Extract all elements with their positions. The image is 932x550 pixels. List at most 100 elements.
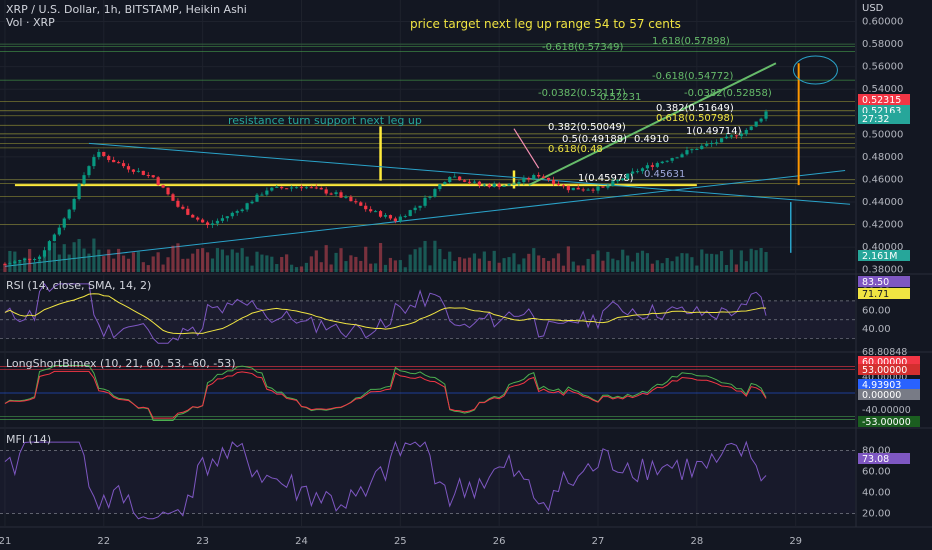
price-tick-label: 0.50000	[862, 129, 903, 140]
fib-label: 0.618(0.50798)	[656, 113, 734, 124]
candle-body	[596, 186, 600, 191]
candle-body	[621, 178, 625, 180]
candle-body	[299, 187, 304, 189]
price-label-bg	[858, 94, 910, 105]
volume-bar	[112, 258, 116, 272]
volume-bar	[240, 248, 244, 272]
candle-body	[191, 214, 195, 218]
fib-label: 0.5(0.49188)	[562, 134, 627, 145]
volume-bar	[680, 253, 684, 272]
lsb-label: 4.93903	[862, 380, 901, 391]
candle-body	[453, 176, 457, 178]
time-tick-label: 22	[97, 536, 110, 547]
target-annotation: price target next leg up range 54 to 57 …	[410, 17, 681, 31]
volume-bar	[205, 252, 210, 272]
candle-body	[37, 256, 42, 260]
volume-bar	[453, 261, 457, 272]
candle-body	[240, 209, 244, 212]
volume-bar	[423, 240, 427, 272]
volume-bar	[369, 263, 373, 272]
fib-label: 0.4910	[634, 134, 669, 145]
candle-body	[507, 184, 511, 186]
lsb-label-bg	[858, 356, 920, 367]
volume-bar	[581, 265, 585, 272]
candle-body	[705, 143, 709, 146]
volume-header: Vol · XRP	[6, 16, 55, 29]
candle-body	[57, 227, 61, 235]
candle-body	[433, 189, 437, 197]
candle-body	[265, 190, 269, 195]
volume-bar	[408, 254, 412, 272]
ascending-trendline	[4, 169, 846, 267]
price-tick-label: 0.40000	[862, 242, 903, 253]
candle-body	[428, 196, 432, 198]
candle-body	[47, 241, 52, 251]
volume-bar	[151, 256, 155, 272]
candle-body	[304, 187, 309, 189]
candle-body	[205, 222, 210, 226]
price-axis-background	[856, 0, 932, 535]
rsi-title: RSI (14, close, SMA, 14, 2)	[6, 279, 152, 292]
fib-label: 1(0.49714)	[686, 126, 742, 137]
volume-bar	[403, 267, 407, 272]
candle-body	[339, 192, 343, 198]
volume-bar	[551, 258, 556, 272]
mfi-tick-label: 80.00	[862, 446, 891, 457]
price-tick-label: 0.54000	[862, 84, 903, 95]
volume-bar	[146, 265, 150, 272]
candle-body	[280, 186, 284, 189]
time-tick-label: 29	[789, 536, 802, 547]
volume-bar	[72, 242, 76, 272]
volume-bar	[141, 262, 145, 272]
fib-label: 0.52231	[600, 92, 641, 103]
volume-bar	[561, 265, 566, 272]
candle-body	[215, 220, 220, 224]
lsb-title: LongShortBimex (10, 21, 60, 53, -60, -53…	[6, 357, 236, 370]
volume-bar	[606, 251, 610, 272]
rsi-sma-line	[4, 293, 767, 335]
candle-body	[3, 264, 7, 266]
candle-body	[344, 196, 348, 198]
volume-bar	[280, 257, 284, 272]
volume-bar	[289, 264, 294, 272]
volume-bar	[77, 238, 81, 272]
candle-body	[655, 163, 659, 167]
candle-body	[294, 187, 299, 189]
volume-bar	[374, 263, 378, 272]
volume-bar	[546, 260, 551, 272]
volume-bar	[62, 244, 66, 272]
candle-body	[18, 260, 22, 262]
candle-body	[418, 205, 422, 208]
candle-body	[438, 184, 442, 190]
candle-body	[131, 169, 136, 172]
candle-body	[87, 166, 91, 176]
lsb-slow-line	[4, 370, 767, 419]
volume-bar	[527, 253, 531, 272]
volume-bar	[378, 242, 383, 272]
candle-body	[448, 176, 452, 183]
candle-body	[631, 171, 635, 174]
candle-body	[141, 170, 145, 175]
volume-bar	[443, 259, 447, 272]
volume-bar	[260, 254, 264, 272]
candle-body	[82, 175, 86, 184]
volume-bar	[724, 264, 729, 272]
fib-label: 1.618(0.57898)	[652, 36, 730, 47]
volume-bar	[482, 251, 486, 272]
candle-body	[690, 149, 694, 151]
candle-body	[13, 261, 17, 264]
price-tick-label: 0.56000	[862, 62, 903, 73]
volume-bar	[82, 248, 86, 272]
candle-body	[72, 198, 76, 210]
candle-body	[739, 133, 743, 137]
fib-label: 0.618(0.48	[548, 144, 603, 155]
price-tick-label: 0.60000	[862, 17, 903, 28]
volume-bar	[235, 252, 239, 272]
mfi-title: MFI (14)	[6, 433, 52, 446]
volume-bar	[571, 261, 575, 272]
candle-body	[28, 258, 32, 260]
volume-bar	[294, 267, 299, 272]
candle-body	[764, 111, 768, 119]
volume-bar	[448, 251, 452, 272]
